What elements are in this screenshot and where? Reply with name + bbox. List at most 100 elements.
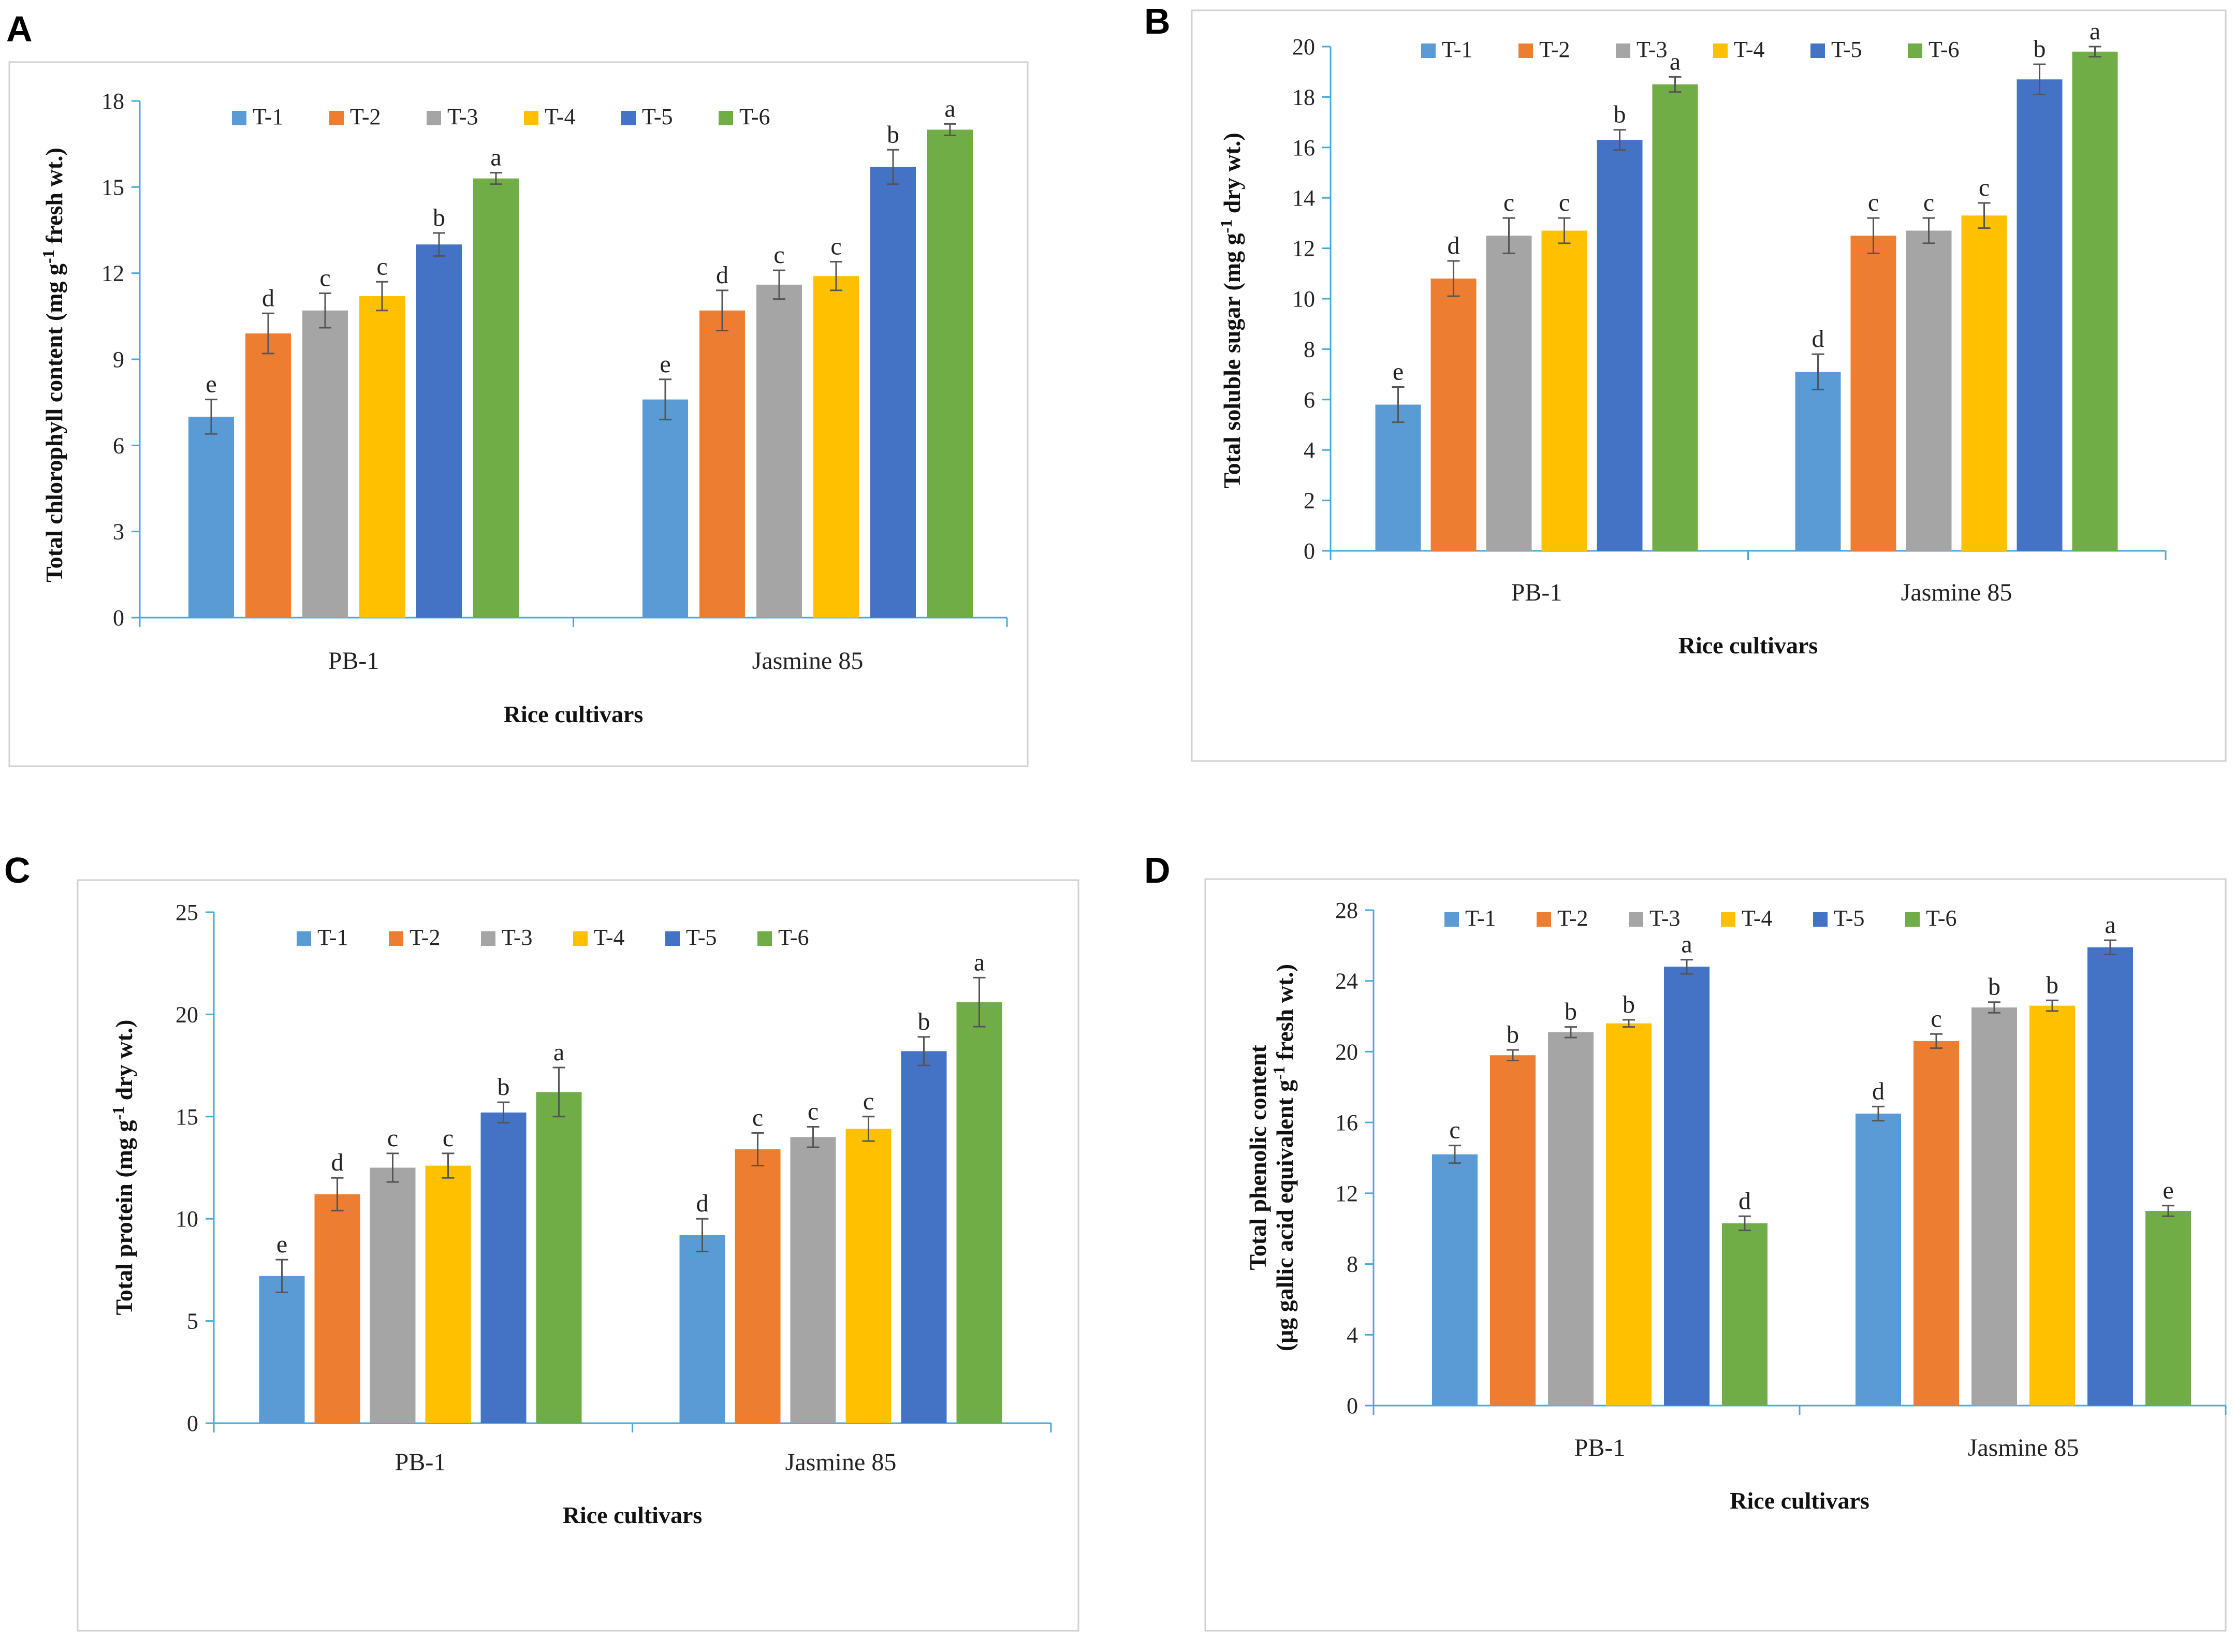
category-label: PB-1 (1574, 1434, 1626, 1461)
error-bar (2162, 1205, 2174, 1217)
legend-item-t-1: T-1 (232, 104, 284, 129)
chart-panel-a: A 0 3 6 9 12 15 18 e e d d c c c c b b a a PB-1 Jasmine 85 Ric… (6, 9, 1029, 767)
significance-letter: c (830, 232, 841, 260)
y-axis-title: Total phenolic content (μg gallic acid eq… (1245, 964, 1298, 1351)
legend-item-t-4: T-4 (524, 104, 576, 129)
panel-frame (1204, 878, 2227, 1632)
legend-label: T-6 (739, 104, 770, 129)
y-tick-label: 10 (176, 1206, 198, 1232)
error-bar (696, 1218, 709, 1252)
error-bar (1502, 217, 1515, 254)
error-bar (433, 232, 445, 257)
legend-item-t-5: T-5 (1813, 905, 1865, 931)
error-bar (1988, 1001, 2000, 1014)
legend-swatch (621, 111, 636, 125)
legend-label: T-4 (594, 925, 625, 950)
category-label: Jasmine 85 (785, 1449, 897, 1476)
error-bar (1681, 959, 1693, 975)
x-axis-title: Rice cultivars (1678, 632, 1818, 659)
legend-item-t-4: T-4 (573, 925, 625, 950)
legend-label: T-1 (1442, 37, 1473, 62)
legend-label: T-4 (545, 104, 576, 129)
legend-swatch (297, 931, 311, 946)
y-tick-label: 0 (1304, 538, 1315, 564)
bar-t-6-jasmine85 (927, 129, 973, 618)
y-tick-label: 15 (101, 174, 124, 200)
error-bar (490, 172, 502, 185)
bar-t-2-jasmine85 (699, 310, 745, 618)
significance-letter: c (319, 264, 330, 291)
y-axis-title-line: Total chlorophyll content (mg g-1 fresh … (39, 148, 67, 582)
bar-t-5-pb1 (1597, 140, 1643, 551)
bar-t-4-jasmine85 (1961, 215, 2007, 551)
chart-panel-c: C 0 5 10 15 20 25 e d d c c c c c b b a a PB-1 Jasmine 85 Ric… (4, 850, 1079, 1632)
category-label: Jasmine 85 (752, 647, 864, 675)
significance-letter: b (1614, 101, 1626, 128)
y-tick-label: 8 (1347, 1252, 1358, 1277)
significance-letter: c (1931, 1005, 1941, 1032)
bar-t-3-pb1 (302, 310, 348, 618)
error-bar (1739, 1215, 1751, 1232)
error-bar (319, 292, 331, 329)
error-bar (386, 1152, 399, 1183)
bar-t-2-jasmine85 (735, 1149, 781, 1423)
legend-label: T-3 (1637, 37, 1668, 62)
significance-letter: c (376, 253, 387, 280)
bar-t-3-jasmine85 (1906, 230, 1952, 551)
legend-swatch (481, 931, 495, 946)
legend-item-t-6: T-6 (1908, 37, 1960, 62)
bar-t-6-pb1 (1652, 84, 1698, 551)
significance-letter: c (863, 1088, 874, 1115)
legend-label: T-6 (778, 925, 809, 950)
error-bar (944, 123, 956, 137)
y-tick-label: 14 (1292, 185, 1315, 211)
significance-letter: c (387, 1124, 398, 1152)
legend-label: T-2 (1539, 37, 1570, 62)
error-bar (773, 269, 785, 300)
bar-t-3-pb1 (1548, 1032, 1594, 1406)
bar-t-4-jasmine85 (813, 276, 859, 618)
significance-letter: e (276, 1231, 287, 1258)
legend-swatch (1713, 43, 1728, 58)
legend-swatch (1537, 912, 1551, 927)
panel-frame (77, 879, 1079, 1632)
significance-letter: c (1559, 189, 1570, 216)
y-tick-label: 20 (176, 1002, 198, 1027)
significance-letter: b (1988, 973, 2000, 1001)
bar-t-1-jasmine85 (1856, 1114, 1901, 1406)
error-bar (716, 289, 728, 332)
y-tick-label: 18 (101, 89, 124, 114)
bar-t-4-pb1 (425, 1165, 471, 1423)
y-tick-label: 9 (113, 347, 124, 372)
legend-swatch (232, 111, 246, 125)
significance-letter: c (1923, 189, 1934, 216)
y-tick-label: 18 (1292, 84, 1315, 110)
significance-letter: d (1448, 232, 1460, 259)
legend-item-t-3: T-3 (481, 925, 533, 950)
legend-label: T-1 (253, 104, 284, 129)
y-axis-title-line: (μg gallic acid equivalent g-1 fresh wt.… (1269, 964, 1298, 1351)
error-bar (275, 1259, 288, 1293)
y-axis-title-line: Total protein (mg g-1 dry wt.) (109, 1020, 137, 1315)
legend-label: T-6 (1929, 37, 1960, 62)
legend-swatch (1421, 43, 1436, 58)
significance-letter: a (1681, 931, 1692, 958)
bar-t-5-jasmine85 (2087, 947, 2133, 1406)
bar-t-2-jasmine85 (1850, 236, 1896, 551)
y-tick-label: 5 (187, 1309, 198, 1334)
bar-t-5-pb1 (1664, 967, 1710, 1406)
significance-letter: a (974, 948, 985, 976)
legend-item-t-5: T-5 (1810, 37, 1862, 62)
bar-t-1-pb1 (1375, 404, 1421, 551)
error-bar (1447, 260, 1460, 297)
y-tick-label: 24 (1335, 969, 1358, 994)
x-axis-title: Rice cultivars (1730, 1487, 1869, 1514)
significance-letter: c (443, 1124, 454, 1152)
legend-label: T-2 (350, 104, 381, 129)
error-bar (1449, 1145, 1461, 1164)
bar-t-1-jasmine85 (1795, 372, 1841, 551)
bar-t-1-pb1 (1432, 1154, 1478, 1406)
chart-panel-d: D 0 4 8 12 16 20 24 28 c d b c b b b b a a d e PB-1 Jasmine 85… (1144, 850, 2227, 1632)
bar-t-2-pb1 (245, 333, 291, 618)
y-axis-title: Total chlorophyll content (mg g-1 fresh … (39, 148, 67, 582)
